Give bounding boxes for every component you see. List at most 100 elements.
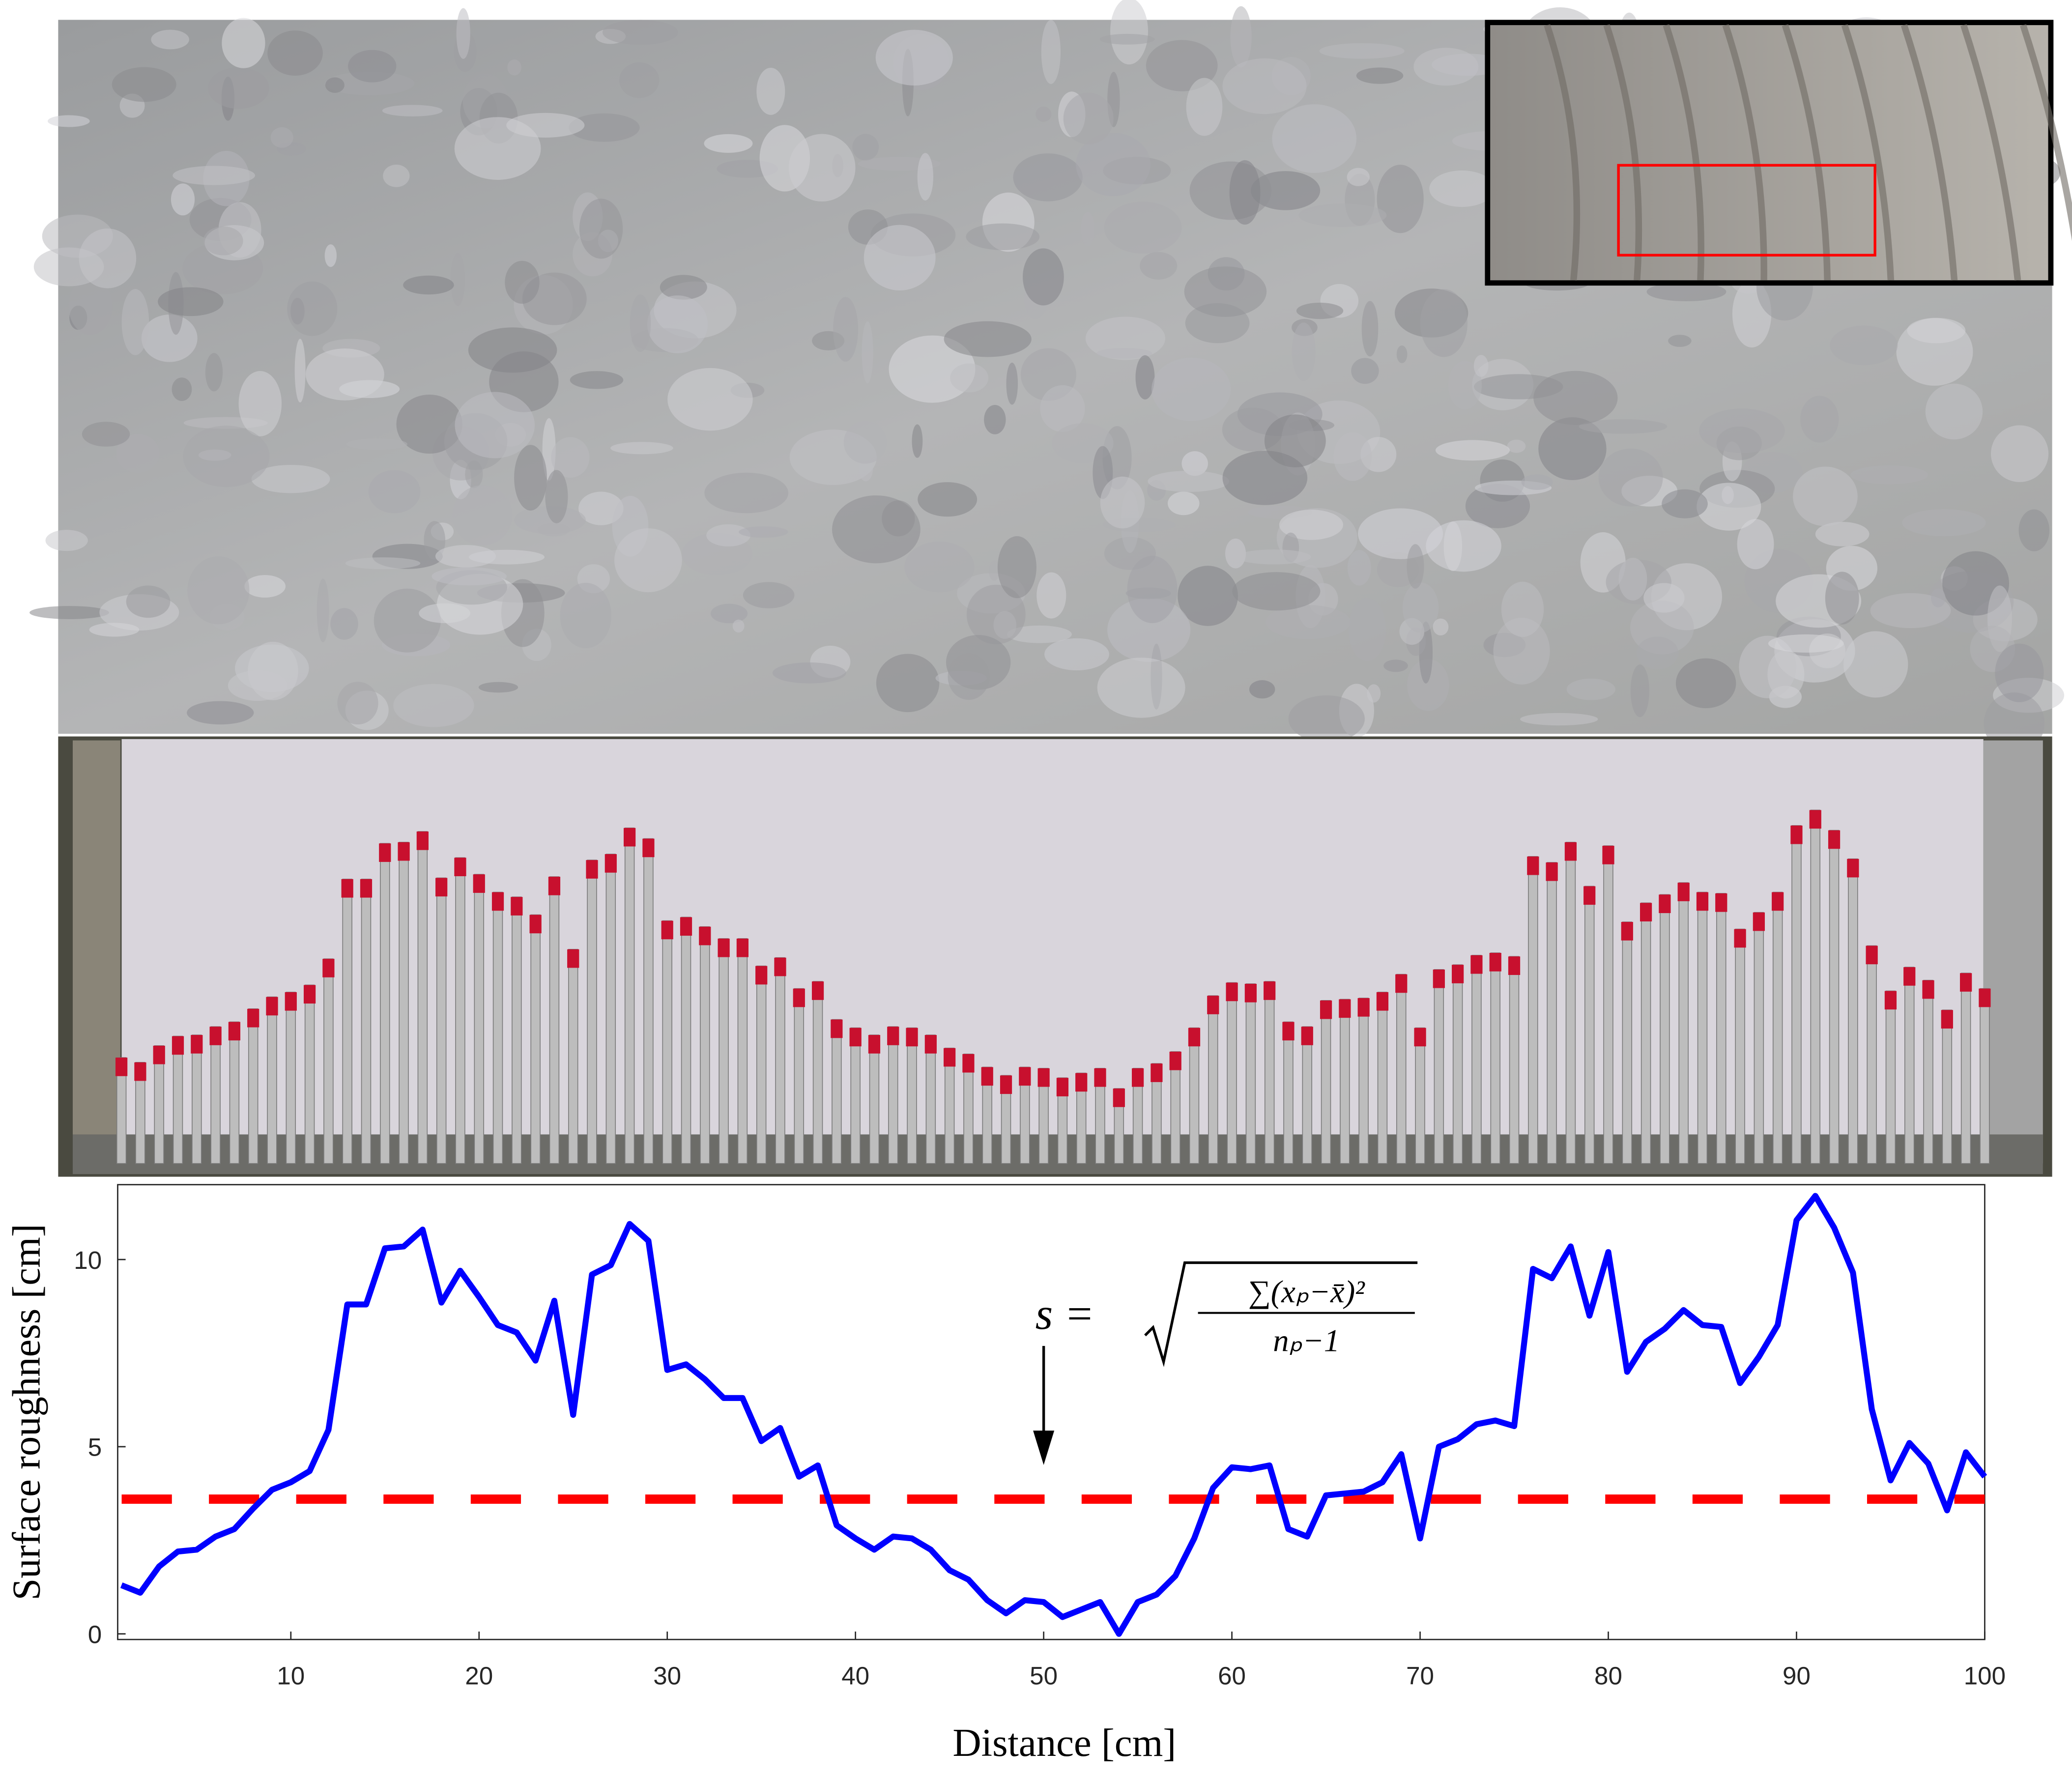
clod [1356,67,1404,84]
clod [1181,451,1208,476]
pin-tip [811,981,824,1000]
clod [251,464,330,493]
pin [173,1035,183,1164]
pin [1942,1009,1953,1164]
pin-tip [1376,992,1389,1011]
clod [324,244,337,267]
x-tick-label: 80 [1594,1662,1622,1690]
formula-numerator: ∑(xₚ−x̄)² [1248,1274,1366,1309]
clod [158,287,224,316]
pin [1264,981,1275,1164]
formula-lhs: s = [1036,1289,1094,1339]
clod [505,260,540,304]
pin-tip [1753,912,1765,931]
clod [619,62,660,98]
x-tick-label: 50 [1030,1662,1058,1690]
pin [1923,979,1933,1164]
pin-tip [322,959,335,977]
pin-tip [774,957,786,976]
pin-tip [1357,998,1370,1017]
clod [1110,0,1148,65]
clod [1044,638,1109,671]
pin [794,988,804,1164]
clod [1538,417,1607,480]
clod [1097,658,1185,718]
pin [1321,1000,1331,1164]
pin-tip [924,1035,937,1054]
clod [1925,383,1983,440]
clod [203,226,243,256]
pin [605,854,616,1164]
pin [568,948,578,1164]
clod [287,281,338,336]
pin-tip [736,938,748,957]
pin-tip [831,1019,843,1038]
clod [1085,316,1166,360]
clod [514,445,547,511]
pin-tip [1696,892,1709,911]
clod [1521,474,1553,490]
clod [222,18,265,68]
pin-tip [1734,929,1746,948]
pin-tip [435,878,448,897]
pin [1471,955,1482,1164]
clod [1099,33,1155,45]
pin-tip [454,858,466,876]
clod [966,584,1026,645]
pin [1660,894,1670,1164]
clod [1036,572,1066,619]
pin [1302,1026,1312,1164]
pin [267,996,277,1164]
pin [1867,945,1877,1164]
pin [775,957,785,1164]
pin [869,1034,880,1164]
clod [317,578,329,643]
clod [602,20,678,45]
pin [700,926,710,1164]
pin-tip [624,828,636,847]
clod [424,521,446,560]
x-tick-label: 90 [1783,1662,1811,1690]
pin [1490,952,1500,1164]
clod [112,67,176,102]
clod [1768,634,1844,653]
clod [984,404,1006,434]
formula-denominator: nₚ−1 [1273,1323,1340,1358]
pin [1754,912,1764,1164]
clod [1347,168,1370,186]
clod [1063,92,1114,144]
pin [361,879,372,1164]
pin [1020,1066,1030,1164]
pin [455,857,465,1164]
pin-tip [586,860,598,879]
pin [1377,992,1388,1164]
y-tick-label: 0 [88,1621,102,1649]
pin-tip [266,997,278,1016]
clod [569,113,640,142]
clod [1815,521,1870,546]
clod [205,353,223,392]
clod [732,619,745,633]
pin [1547,862,1557,1164]
pin [1622,921,1633,1164]
pin-tip [1414,1028,1426,1047]
pin-tip [1546,862,1558,881]
clod [1383,659,1408,672]
clod [610,442,673,455]
pin-tip [379,843,391,862]
pin-tip [548,877,561,895]
pin-tip [1019,1067,1031,1086]
clod [1675,658,1736,709]
clod [647,295,708,353]
clod [1288,695,1365,743]
clod [507,59,521,76]
clod [1104,201,1182,254]
pin [323,958,334,1164]
clod [29,606,109,619]
pin [1227,982,1237,1164]
clod [578,491,624,525]
pin [1772,891,1783,1164]
clod [1184,266,1267,317]
clod [1232,572,1321,611]
pin [832,1019,842,1164]
